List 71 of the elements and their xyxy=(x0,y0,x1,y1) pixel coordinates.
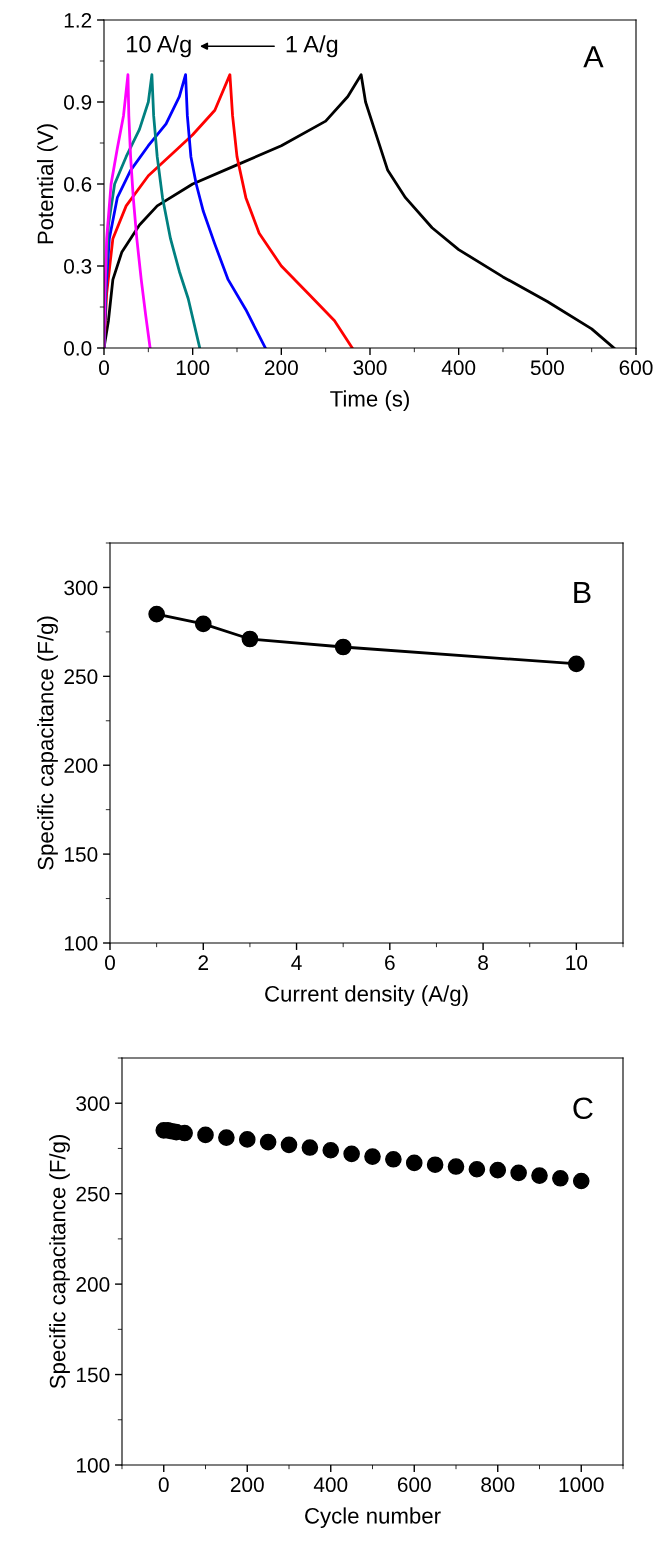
point xyxy=(194,615,212,633)
y-tick-label: 250 xyxy=(64,669,98,685)
point xyxy=(238,1131,256,1148)
point xyxy=(510,1164,527,1182)
x-tick-label: 0 xyxy=(105,955,115,971)
x-tick-label: 10 xyxy=(566,955,588,971)
point xyxy=(241,630,259,648)
point xyxy=(280,1136,298,1154)
y-tick-label: 0.6 xyxy=(64,177,92,192)
y-tick-label: 300 xyxy=(64,580,98,596)
x-tick-label: 2 xyxy=(198,955,209,970)
y-tick-label: 300 xyxy=(76,1096,110,1111)
point xyxy=(385,1150,402,1168)
x-tick-label: 0 xyxy=(158,1477,169,1493)
x-axis-title: Current density (A/g) xyxy=(265,985,468,1007)
y-tick-label: 150 xyxy=(77,1367,110,1383)
x-tick-label: 500 xyxy=(530,360,564,376)
x-tick-label: 4 xyxy=(291,955,302,970)
y-tick-label: 250 xyxy=(76,1186,110,1202)
y-axis-title: Specific capacitance (F/g) xyxy=(49,1135,70,1389)
annotation: B xyxy=(574,581,591,603)
point xyxy=(334,638,352,656)
y-tick-label: 0.0 xyxy=(64,341,92,356)
point xyxy=(197,1126,214,1144)
point xyxy=(322,1141,340,1159)
point xyxy=(572,1172,590,1190)
point xyxy=(447,1158,465,1175)
x-tick-label: 400 xyxy=(441,360,476,376)
point xyxy=(552,1169,569,1187)
x-tick-label: 400 xyxy=(313,1477,348,1493)
x-tick-label: 800 xyxy=(481,1477,515,1493)
annotation: 10 A/g xyxy=(127,35,191,58)
y-tick-label: 0.9 xyxy=(64,95,92,110)
x-axis-title: Time (s) xyxy=(330,390,409,412)
annotation: 1 A/g xyxy=(286,35,338,58)
y-tick-label: 1.2 xyxy=(64,13,92,28)
x-tick-label: 0 xyxy=(99,360,109,376)
point xyxy=(364,1148,381,1165)
y-tick-label: 150 xyxy=(65,847,98,862)
point xyxy=(259,1133,277,1151)
x-tick-label: 600 xyxy=(619,360,653,376)
point xyxy=(301,1139,319,1156)
line-series xyxy=(104,73,354,348)
y-tick-label: 0.3 xyxy=(64,259,92,274)
point xyxy=(343,1145,360,1163)
x-tick-label: 600 xyxy=(397,1477,431,1493)
y-tick-label: 200 xyxy=(76,1277,110,1292)
annotation: C xyxy=(573,1097,593,1120)
point xyxy=(468,1160,486,1178)
point xyxy=(489,1161,507,1179)
y-axis-title: Potential (V) xyxy=(36,124,58,244)
point xyxy=(218,1129,235,1146)
x-tick-label: 300 xyxy=(353,360,387,376)
point xyxy=(531,1167,548,1184)
x-tick-label: 200 xyxy=(230,1477,264,1493)
point xyxy=(568,655,585,673)
y-tick-label: 100 xyxy=(77,1458,110,1473)
point xyxy=(426,1156,444,1174)
y-tick-label: 100 xyxy=(65,936,98,951)
y-tick-label: 200 xyxy=(64,758,98,773)
x-tick-label: 1000 xyxy=(559,1477,604,1493)
x-tick-label: 6 xyxy=(385,955,395,971)
y-axis-title: Specific capacitance (F/g) xyxy=(37,616,58,870)
x-axis-title: Cycle number xyxy=(305,1507,441,1529)
x-tick-label: 8 xyxy=(478,955,488,971)
annotation: A xyxy=(583,46,604,68)
x-tick-label: 100 xyxy=(176,360,210,376)
x-tick-label: 200 xyxy=(265,360,298,376)
point xyxy=(405,1154,423,1172)
point xyxy=(148,605,165,623)
line-series xyxy=(104,73,152,348)
